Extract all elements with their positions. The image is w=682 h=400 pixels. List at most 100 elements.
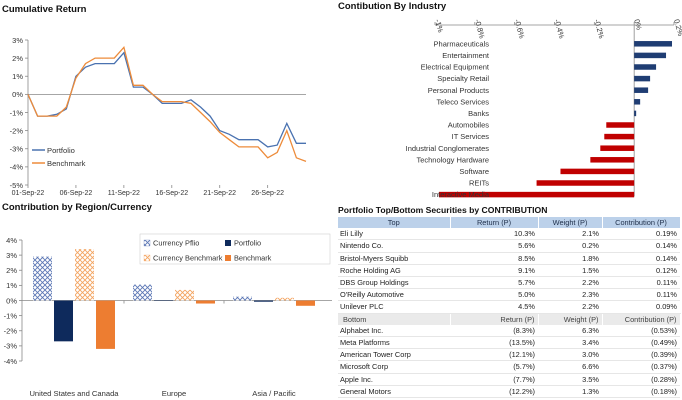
security-weight: 1.3%	[538, 385, 602, 399]
securities-table-panel: Portfolio Top/Bottom Securities by CONTR…	[338, 205, 681, 400]
security-contribution: (0.18%)	[602, 385, 680, 399]
bottom-row: Meta Platforms (13.5%) 3.4% (0.49%)	[338, 336, 680, 350]
line-chart-x-tick-label: 01-Sep-22	[12, 190, 45, 197]
security-contribution: (0.53%)	[602, 324, 680, 338]
security-weight: 2.2%	[538, 300, 602, 314]
top-header-name: Top	[338, 217, 451, 229]
security-contribution: 0.19%	[602, 228, 680, 241]
line-chart-y-tick-label: -2%	[10, 126, 24, 135]
security-weight: 6.6%	[538, 360, 602, 374]
bottom-securities: Bottom Return (P) Weight (P) Contributio…	[338, 313, 681, 400]
security-return: (7.7%)	[450, 373, 538, 386]
security-return: 5.0%	[450, 288, 538, 302]
industry-chart-title: Contibution By Industry	[338, 1, 447, 12]
top-header-contribution: Contribution (P)	[602, 217, 681, 229]
region-legend-label: Portfolio	[234, 239, 261, 248]
region-bar	[75, 249, 94, 301]
industry-bar	[590, 157, 635, 163]
security-name: Unilever PLC	[338, 300, 450, 314]
cumulative-return-chart: -5% -4% -3% -2% -1% 0% 1% 2% 3% 01-Sep-22 06-Sep-2…	[10, 36, 307, 197]
line-chart-x-tick-label: 16-Sep-22	[155, 190, 188, 197]
line-chart-axes: -5% -4% -3% -2% -1% 0% 1% 2% 3% 01-Sep-22 06-Sep-2…	[10, 36, 306, 197]
region-legend-swatch	[225, 240, 231, 246]
security-return: (12.2%)	[450, 385, 538, 399]
line-chart-series	[27, 45, 307, 163]
industry-bar	[600, 145, 635, 151]
region-category-label: Asia / Pacific	[252, 389, 296, 398]
security-contribution: (0.37%)	[602, 360, 680, 374]
top-row: Unilever PLC 4.5% 2.2% 0.09%	[338, 300, 680, 314]
security-name: Roche Holding AG	[338, 264, 450, 278]
top-row: DBS Group Holdings 5.7% 2.2% 0.11%	[338, 276, 680, 290]
legend-label-benchmark: Benchmark	[47, 159, 86, 168]
industry-chart-axes: -1% -0.8% -0.6% -0.4% -0.2% 0% 0.2%	[433, 18, 682, 197]
line-chart-x-tick-label: 11-Sep-22	[108, 190, 140, 197]
industry-category-label: Banks	[468, 109, 489, 118]
industry-x-tick-label: -0.6%	[513, 18, 527, 40]
industry-category-label: Entertainment	[442, 51, 490, 60]
region-bar	[296, 300, 315, 306]
region-bar	[54, 300, 73, 342]
security-return: (13.5%)	[450, 336, 538, 350]
line-chart-y-tick-label: 2%	[12, 54, 23, 63]
line-chart-y-tick-label: 3%	[12, 36, 23, 45]
top-header-row: Top Return (P) Weight (P) Contribution (…	[338, 217, 681, 229]
region-bar	[154, 300, 173, 301]
security-weight: 2.2%	[538, 276, 602, 290]
region-legend-swatch	[143, 239, 151, 247]
industry-x-tick-label: 0%	[632, 18, 644, 31]
line-chart-y-tick-label: -1%	[10, 108, 24, 117]
region-chart-legend: Currency Pflio Portfolio Currency Benchmar…	[139, 233, 331, 265]
industry-category-label: Industrial Conglomerates	[406, 144, 490, 153]
region-bar	[275, 297, 294, 301]
line-chart-x-tick-label: 21-Sep-22	[203, 190, 236, 197]
security-contribution: (0.39%)	[602, 348, 680, 362]
region-chart-title: Contribution by Region/Currency	[2, 202, 152, 213]
industry-bar	[438, 191, 635, 198]
security-contribution: 0.14%	[602, 239, 680, 253]
security-name: Apple Inc.	[338, 373, 450, 386]
line-chart-y-tick-label: 0%	[12, 90, 23, 99]
industry-category-label: Technology Hardware	[416, 155, 489, 164]
region-bar	[254, 300, 273, 302]
bottom-row: Apple Inc. (7.7%) 3.5% (0.28%)	[338, 373, 680, 386]
region-bar	[96, 300, 115, 349]
bottom-row: Alphabet Inc. (8.3%) 6.3% (0.53%)	[338, 324, 680, 338]
security-name: Alphabet Inc.	[338, 324, 450, 338]
region-y-tick-label: 4%	[6, 236, 17, 245]
top-row: O'Reilly Automotive 5.0% 2.3% 0.11%	[338, 288, 680, 302]
industry-contribution-chart: -1% -0.8% -0.6% -0.4% -0.2% 0% 0.2% Pharmaceut…	[406, 18, 682, 199]
security-return: 10.3%	[450, 228, 538, 241]
security-weight: 1.5%	[538, 264, 602, 278]
region-bar	[196, 300, 215, 304]
security-return: (12.1%)	[450, 348, 538, 362]
securities-table-title: Portfolio Top/Bottom Securities by CONTR…	[338, 205, 548, 215]
bottom-row: Microsoft Corp (5.7%) 6.6% (0.37%)	[338, 360, 680, 374]
top-row: Nintendo Co. 5.6% 0.2% 0.14%	[338, 239, 680, 253]
industry-category-label: Interactive Media	[432, 190, 490, 199]
industry-bar	[606, 122, 635, 128]
security-contribution: (0.49%)	[602, 336, 680, 350]
region-legend-swatch	[225, 255, 231, 261]
region-y-tick-label: 0%	[6, 296, 17, 305]
industry-bar	[560, 168, 635, 175]
security-return: 8.5%	[450, 252, 538, 265]
industry-category-label: Teleco Services	[436, 97, 489, 106]
industry-x-tick-label: 0.2%	[672, 18, 682, 37]
region-y-tick-label: -1%	[4, 311, 18, 320]
security-return: 9.1%	[450, 264, 538, 278]
industry-chart-bars: Pharmaceuticals Entertainment Electrical E…	[406, 39, 673, 199]
legend-label-portfolio: Portfolio	[47, 146, 75, 155]
security-weight: 6.3%	[538, 324, 602, 338]
line-chart-legend: Portfolio Benchmark	[32, 146, 86, 168]
region-y-tick-label: 1%	[6, 281, 17, 290]
security-name: DBS Group Holdings	[338, 276, 450, 290]
securities-table: Top Return (P) Weight (P) Contribution (…	[338, 217, 681, 400]
top-securities: Top Return (P) Weight (P) Contribution (…	[338, 217, 681, 314]
region-y-tick-label: 2%	[6, 266, 17, 275]
industry-bar	[634, 64, 657, 70]
industry-bar	[634, 52, 667, 59]
line-chart-y-tick-label: -3%	[10, 145, 24, 154]
industry-category-label: Electrical Equipment	[421, 63, 490, 72]
industry-category-label: Software	[459, 167, 489, 176]
